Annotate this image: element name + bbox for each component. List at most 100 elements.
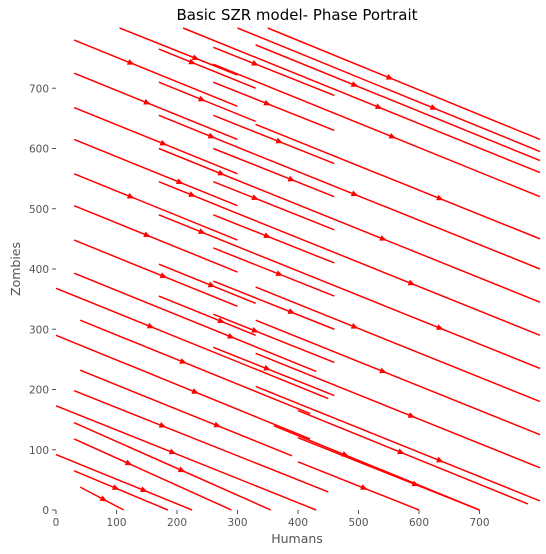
y-axis-ticks: 0 100 200 300 400 500 600 700: [29, 83, 56, 517]
streamline-arrow: [188, 58, 196, 65]
streamline-arrow: [146, 322, 155, 329]
streamline-arrow: [188, 191, 196, 197]
streamline-arrow: [217, 169, 226, 176]
streamline: [55, 405, 317, 511]
streamline: [213, 280, 335, 330]
streamline: [79, 319, 311, 415]
y-tick-label: 0: [42, 505, 49, 517]
streamline-arrow: [126, 192, 135, 199]
streamline: [158, 114, 256, 156]
streamline: [158, 214, 256, 255]
streamline-arrow: [275, 270, 284, 276]
streamline-arrow: [263, 364, 272, 371]
streamline-arrow: [177, 466, 186, 473]
streamline-arrow: [198, 228, 206, 234]
streamline-arrow: [411, 480, 420, 487]
streamline-arrow: [375, 103, 383, 109]
streamline-arrow: [263, 99, 272, 106]
streamline-arrow: [436, 456, 444, 463]
streamline: [213, 180, 335, 231]
streamline-arrow: [168, 448, 177, 455]
streamline: [237, 27, 541, 153]
streamline-arrow: [251, 194, 259, 200]
streamline: [73, 205, 238, 273]
streamline: [255, 220, 541, 336]
streamline: [297, 437, 480, 511]
y-tick-label: 200: [29, 385, 49, 397]
streamline-arrow: [379, 235, 387, 241]
streamline: [213, 147, 335, 198]
streamline-arrow: [397, 448, 405, 455]
streamline-arrow: [124, 459, 133, 466]
streamline: [213, 81, 335, 132]
streamline: [255, 385, 541, 502]
x-tick-label: 200: [167, 517, 187, 529]
streamline: [255, 352, 541, 469]
streamline: [119, 27, 238, 76]
streamline: [55, 287, 329, 400]
streamline: [213, 247, 335, 297]
streamline-arrow: [99, 495, 108, 502]
streamline: [158, 295, 256, 336]
y-tick-label: 100: [29, 445, 49, 457]
streamline: [55, 453, 193, 511]
streamline: [213, 313, 335, 364]
x-tick-label: 400: [288, 517, 308, 529]
streamline: [73, 39, 238, 108]
streamline-arrow: [385, 74, 394, 80]
streamline: [255, 44, 541, 162]
x-tick-label: 500: [348, 517, 368, 529]
streamline: [213, 63, 541, 198]
streamline-arrow: [350, 190, 359, 197]
streamline: [73, 173, 238, 241]
x-axis-ticks: 0 100 200 300 400 500 600 700: [53, 510, 490, 529]
streamline-arrow: [388, 132, 397, 139]
streamline-arrow: [287, 175, 296, 182]
streamline: [73, 138, 238, 207]
streamline-arrow: [227, 332, 235, 339]
streamline: [255, 153, 541, 270]
streamline-arrow: [213, 421, 222, 428]
streamline-arrow: [191, 54, 200, 61]
streamline-arrow: [175, 178, 184, 185]
streamline: [79, 369, 293, 457]
streamline: [297, 461, 420, 511]
x-tick-label: 300: [227, 517, 247, 529]
streamline: [213, 214, 335, 264]
streamline: [73, 272, 317, 373]
streamline: [255, 186, 541, 303]
streamline: [213, 114, 335, 165]
streamline-arrow: [143, 98, 151, 105]
streamline: [158, 180, 256, 222]
streamline: [297, 409, 529, 505]
streamline-group: [55, 27, 541, 511]
streamline-arrow: [263, 232, 272, 238]
streamline: [182, 27, 541, 174]
streamline: [213, 346, 335, 397]
streamline-arrow: [140, 486, 148, 493]
y-tick-label: 600: [29, 144, 49, 156]
streamline-arrow: [207, 281, 216, 288]
streamline: [73, 421, 272, 511]
streamline: [255, 123, 541, 240]
streamline-arrow: [360, 484, 368, 490]
x-axis-label: Humans: [271, 531, 323, 546]
streamline: [158, 147, 256, 189]
streamline-arrow: [251, 326, 259, 333]
streamline-arrow: [198, 95, 206, 102]
streamline: [255, 253, 541, 370]
streamline-arrow: [111, 484, 120, 490]
streamline: [158, 263, 256, 305]
streamline-arrow: [158, 422, 167, 428]
streamline: [158, 81, 256, 123]
streamline: [73, 72, 238, 141]
streamline-arrow: [429, 104, 438, 110]
streamline: [55, 334, 311, 440]
streamline: [213, 46, 335, 97]
streamline-arrow: [159, 139, 168, 146]
streamline-arrow: [126, 59, 135, 65]
streamline-arrow: [407, 279, 416, 286]
streamline-arrow: [350, 323, 359, 329]
y-tick-label: 500: [29, 204, 49, 216]
